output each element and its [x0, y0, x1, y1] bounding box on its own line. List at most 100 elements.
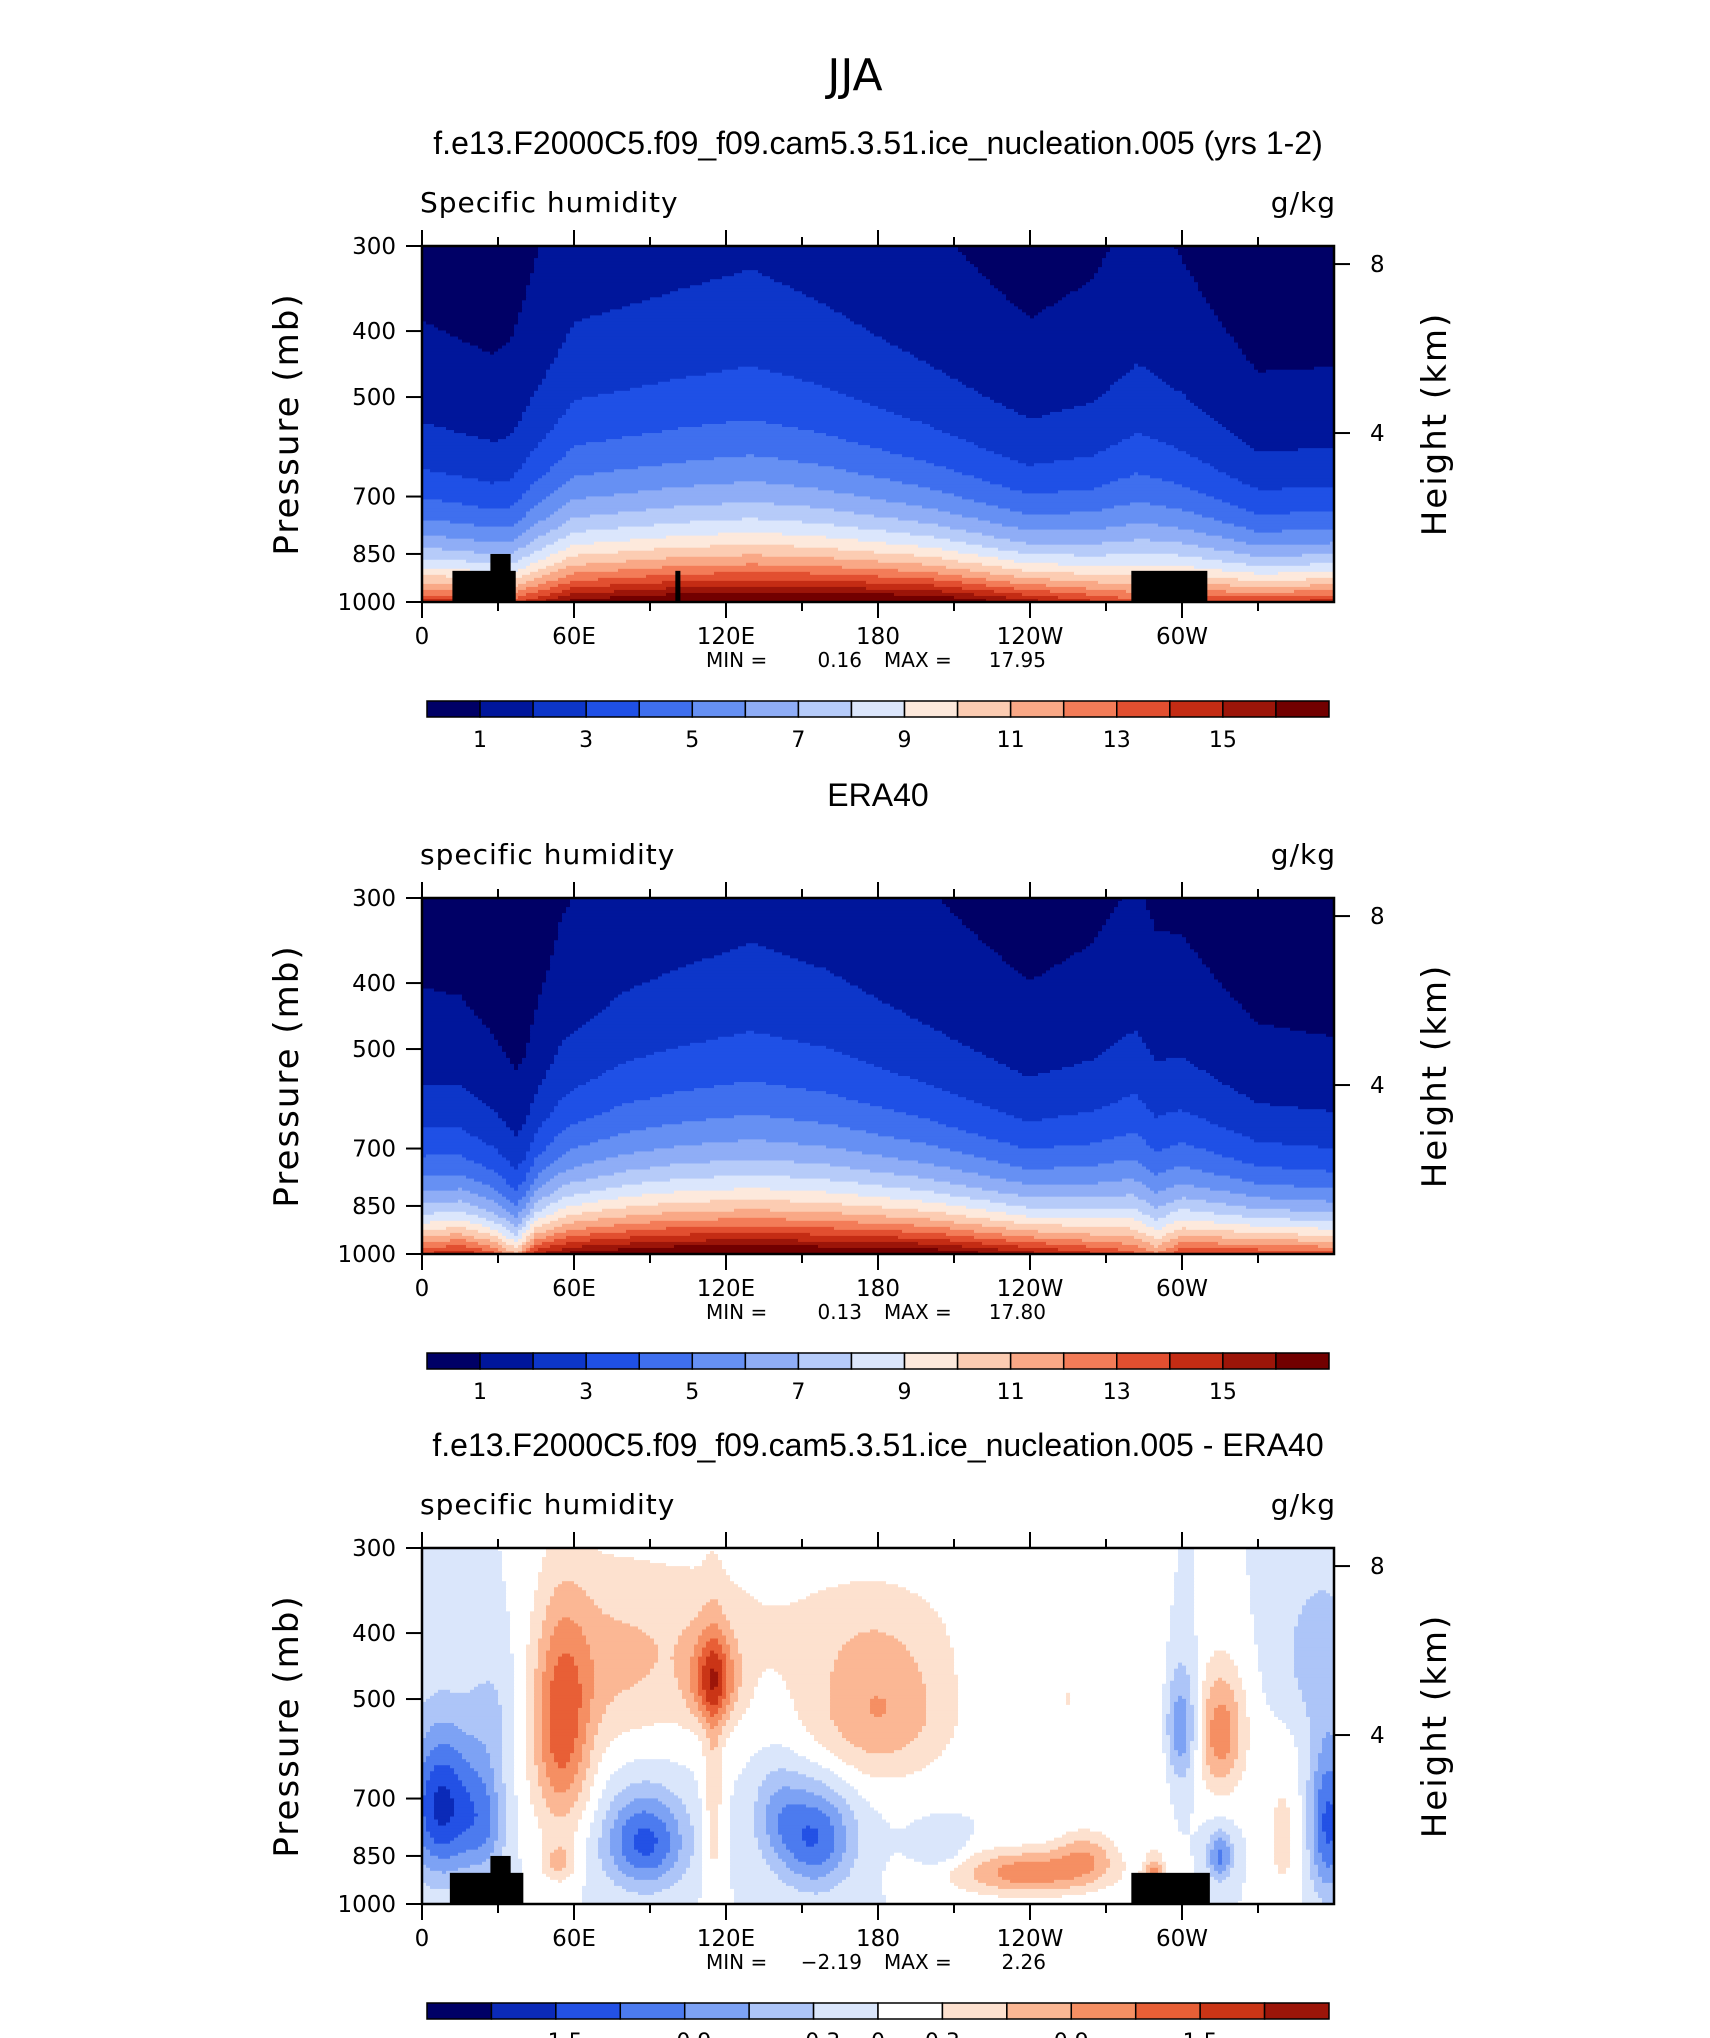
- contour-cell: [530, 541, 555, 546]
- contour-cell: [590, 1650, 659, 1655]
- contour-cell: [1054, 1166, 1147, 1171]
- contour-cell: [1242, 439, 1335, 443]
- contour-cell: [538, 1768, 547, 1772]
- contour-cell: [710, 1722, 719, 1727]
- contour-cell: [686, 460, 799, 464]
- contour-cell: [1202, 1759, 1207, 1763]
- contour-cell: [1002, 484, 1103, 488]
- contour-cell: [526, 1762, 535, 1766]
- contour-cell: [1166, 1759, 1171, 1763]
- contour-cell: [722, 1659, 727, 1664]
- contour-cell: [1318, 1828, 1323, 1833]
- contour-cell: [558, 1045, 679, 1050]
- contour-cell: [830, 1680, 923, 1685]
- contour-cell: [514, 333, 567, 338]
- contour-cell: [694, 1698, 703, 1703]
- y-tick-label: 400: [352, 319, 396, 345]
- contour-cell: [582, 1689, 595, 1694]
- contour-cell: [578, 553, 743, 558]
- contour-cell: [586, 529, 887, 534]
- contour-cell: [782, 282, 991, 286]
- contour-cell: [710, 1623, 719, 1628]
- contour-cell: [990, 279, 1091, 283]
- contour-cell: [842, 1777, 1167, 1781]
- contour-cell: [514, 1238, 519, 1243]
- contour-cell: [594, 1747, 607, 1751]
- contour-cell: [942, 547, 999, 552]
- contour-cell: [618, 1196, 891, 1201]
- contour-cell: [470, 1795, 491, 1800]
- contour-cell: [626, 1229, 903, 1234]
- contour-cell: [1250, 1590, 1319, 1594]
- contour-cell: [710, 1710, 719, 1715]
- contour-cell: [1246, 1768, 1299, 1772]
- contour-cell: [1010, 964, 1055, 968]
- contour-cell: [1310, 1768, 1319, 1772]
- contour-cell: [1114, 505, 1167, 510]
- contour-cell: [502, 1551, 547, 1555]
- contour-cell: [498, 1689, 515, 1694]
- contour-cell: [1206, 1744, 1211, 1748]
- contour-cell: [1230, 1750, 1239, 1754]
- contour-cell: [518, 1202, 527, 1207]
- contour-cell: [826, 967, 1015, 972]
- contour-cell: [518, 1798, 531, 1803]
- contour-cell: [542, 1756, 555, 1760]
- contour-cell: [422, 303, 523, 307]
- contour-cell: [726, 1635, 735, 1640]
- contour-cell: [958, 246, 1111, 250]
- contour-cell: [1314, 1813, 1319, 1818]
- contour-cell: [422, 279, 531, 283]
- contour-cell: [558, 1765, 567, 1769]
- contour-cell: [1162, 1741, 1171, 1745]
- contour-cell: [526, 1774, 539, 1778]
- contour-cell: [1310, 1756, 1319, 1760]
- contour-cell: [730, 1732, 811, 1736]
- contour-cell: [742, 1653, 839, 1658]
- contour-cell: [834, 466, 947, 470]
- contour-cell: [698, 1677, 703, 1682]
- contour-cell: [1330, 1732, 1335, 1736]
- contour-cell: [1154, 1057, 1167, 1062]
- contour-cell: [1014, 574, 1203, 579]
- contour-cell: [530, 1641, 539, 1646]
- contour-cell: [566, 1214, 627, 1219]
- contour-cell: [574, 1659, 595, 1664]
- contour-cell: [422, 448, 535, 452]
- contour-cell: [690, 1623, 711, 1628]
- contour-cell: [1198, 1680, 1203, 1685]
- contour-cell: [1194, 1735, 1199, 1739]
- contour-cell: [974, 1100, 1119, 1104]
- contour-cell: [926, 1722, 959, 1727]
- contour-cell: [550, 1741, 575, 1745]
- max-label: MAX =: [884, 648, 952, 672]
- contour-cell: [1194, 1569, 1247, 1573]
- contour-cell: [1282, 1719, 1311, 1724]
- contour-cell: [1198, 1674, 1207, 1679]
- contour-cell: [1118, 442, 1167, 446]
- contour-cell: [914, 1819, 975, 1824]
- contour-cell: [1202, 1169, 1327, 1174]
- contour-cell: [530, 1112, 551, 1116]
- contour-cell: [502, 1244, 515, 1249]
- contour-cell: [502, 1238, 515, 1243]
- contour-cell: [422, 898, 571, 902]
- contour-cell: [494, 1780, 503, 1784]
- contour-cell: [622, 1831, 639, 1836]
- contour-cell: [966, 1184, 1147, 1189]
- contour-cell: [1202, 1732, 1207, 1736]
- contour-cell: [610, 1831, 623, 1836]
- contour-cell: [1210, 1768, 1231, 1772]
- contour-cell: [678, 1828, 695, 1833]
- contour-cell: [442, 547, 519, 552]
- contour-cell: [590, 1644, 659, 1649]
- contour-cell: [962, 1151, 1215, 1156]
- contour-cell: [542, 1632, 555, 1637]
- contour-cell: [610, 595, 955, 600]
- contour-cell: [1326, 1831, 1335, 1836]
- contour-cell: [526, 1683, 535, 1688]
- contour-cell: [534, 393, 599, 398]
- contour-cell: [454, 1768, 475, 1772]
- contour-cell: [1214, 517, 1335, 522]
- contour-cell: [766, 1816, 779, 1821]
